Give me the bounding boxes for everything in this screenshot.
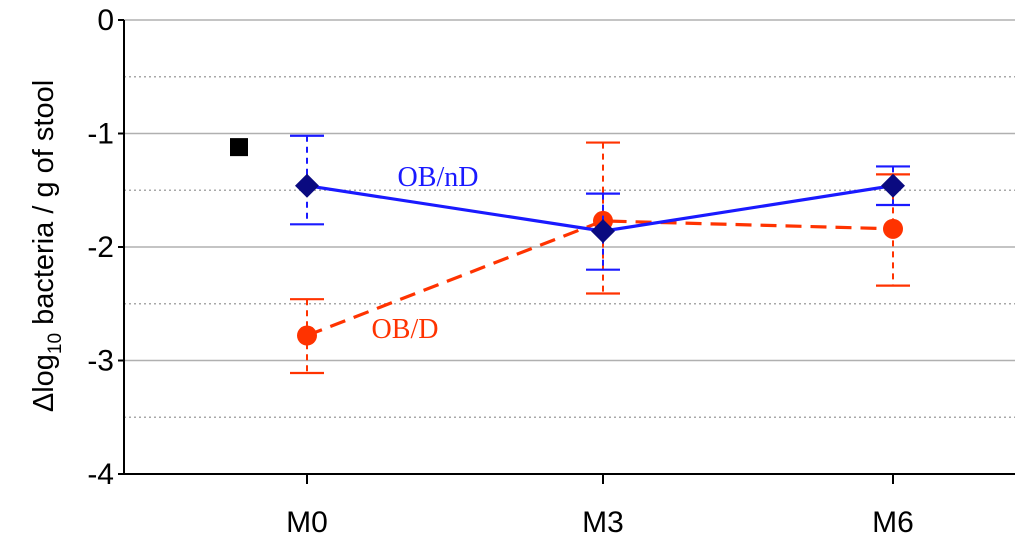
data-point xyxy=(591,219,615,244)
y-axis-label: Δlog10 bacteria / g of stool xyxy=(28,80,66,412)
axes-layer: 0 -1 -2 -3 -4 M0 M3 M6 xyxy=(87,4,1015,539)
series-ob-nd: OB/nD xyxy=(290,134,910,271)
y-axis-title: Δlog10 bacteria / g of stool xyxy=(28,80,66,412)
series-line xyxy=(306,219,894,338)
y-axis-title-prefix: Δlog xyxy=(28,354,60,412)
x-tick-label: M3 xyxy=(582,506,624,539)
data-point xyxy=(297,325,317,346)
y-tick-label: -2 xyxy=(87,231,114,264)
y-tick-label: -3 xyxy=(87,345,114,378)
y-tick-label: -1 xyxy=(87,118,114,151)
black-square-marker xyxy=(230,138,248,157)
series-layer: OB/D OB/nD xyxy=(290,134,910,375)
series-label: OB/nD xyxy=(398,162,479,193)
x-tick-label: M0 xyxy=(286,506,328,539)
series-label: OB/D xyxy=(372,314,439,345)
data-point xyxy=(881,173,905,198)
series-ob-d: OB/D xyxy=(290,141,910,375)
y-axis-title-subscript: 10 xyxy=(45,333,66,354)
annotation-layer xyxy=(230,138,248,157)
x-tick-label: M6 xyxy=(872,506,914,539)
y-axis-title-suffix: bacteria / g of stool xyxy=(28,80,60,333)
grid-layer xyxy=(124,19,1015,418)
y-tick-label: -4 xyxy=(87,458,114,491)
y-tick-label: 0 xyxy=(97,4,114,37)
data-point xyxy=(883,218,903,239)
data-point xyxy=(295,173,319,198)
